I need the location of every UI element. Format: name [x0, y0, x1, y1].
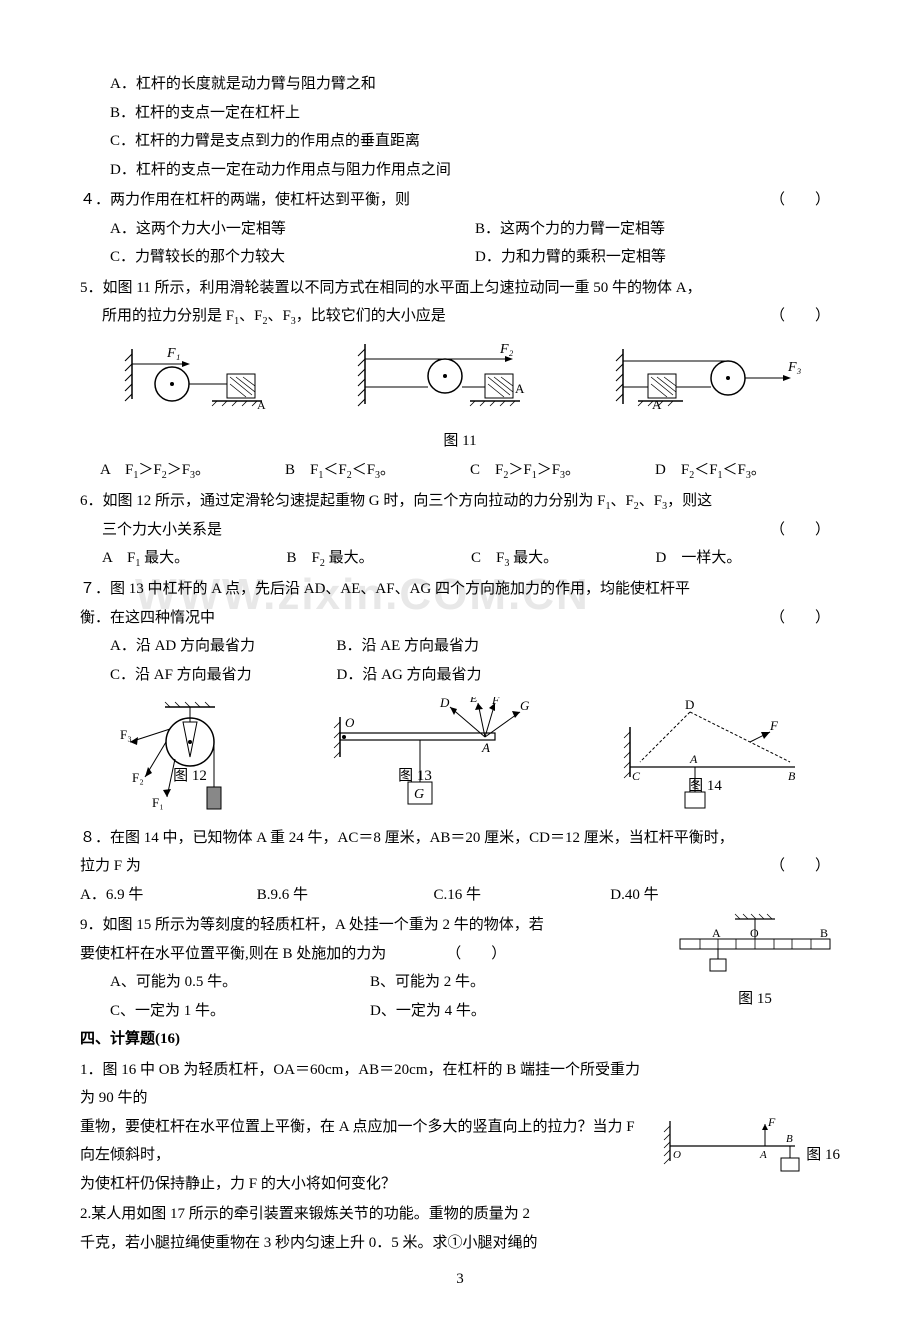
fig12-caption: 图 12 [165, 762, 215, 791]
fig15-caption: 图 15 [670, 985, 840, 1014]
q4-paren: （ ） [770, 186, 830, 215]
svg-text:F₁: F₁ [166, 346, 180, 361]
q6-opt-d: D 一样大。 [656, 544, 841, 573]
page-number: 3 [80, 1265, 840, 1294]
q4-opt-a: A．这两个力大小一定相等 [110, 215, 475, 244]
fig11-right: F₃ A [608, 339, 808, 419]
svg-text:A: A [689, 752, 698, 766]
svg-text:F: F [769, 718, 779, 733]
q5-opt-b: B F1＜F2＜F3。 [285, 456, 470, 485]
q6-opt-a: A F1 最大。 [102, 544, 287, 573]
calc2-line1: 2.某人用如图 17 所示的牵引装置来锻炼关节的功能。重物的质量为 2 [80, 1200, 840, 1229]
q8-opt-a: A．6.9 牛 [80, 881, 257, 910]
fig11-middle: F₂ A [345, 339, 545, 419]
svg-text:G: G [520, 698, 530, 713]
q4-opt-b: B．这两个力的力臂一定相等 [475, 215, 840, 244]
svg-text:D: D [685, 697, 694, 712]
q8-opt-b: B.9.6 牛 [257, 881, 434, 910]
svg-text:O: O [673, 1149, 681, 1161]
fig11-caption: 图 11 [80, 427, 840, 456]
svg-text:A: A [257, 398, 266, 412]
question-7: ７．图 13 中杠杆的 A 点，先后沿 AD、AE、AF、AG 四个方向施加力的… [80, 575, 840, 689]
q6-opt-c: C F3 最大。 [471, 544, 656, 573]
q7-line1: ７．图 13 中杠杆的 A 点，先后沿 AD、AE、AF、AG 四个方向施加力的… [80, 575, 840, 604]
q5-opt-c: C F2＞F1＞F3。 [470, 456, 655, 485]
q3-opt-c: C．杠杆的力臂是支点到力的作用点的垂直距离 [80, 127, 840, 156]
q5-line2-pre: 所用的拉力分别是 F [102, 308, 234, 324]
question-9: A O B 图 15 9．如图 15 所示为等刻度的轻质杠杆，A 处挂一个重为 … [80, 911, 840, 1025]
svg-text:B: B [788, 769, 796, 783]
q9-line2: 要使杠杆在水平位置平衡,则在 B 处施加的力为 [80, 946, 386, 962]
fig12-svg: F₃ F₂ F₁ [110, 697, 260, 817]
q5-line1: 5．如图 11 所示，利用滑轮装置以不同方式在相同的水平面上匀速拉动同一重 50… [80, 274, 840, 303]
q6-line2: 三个力大小关系是 [102, 522, 222, 538]
svg-text:D: D [439, 697, 450, 710]
fig13-caption: 图 13 [390, 762, 440, 791]
q7-opt-a: A．沿 AD 方向最省力 [110, 632, 337, 661]
svg-text:O: O [345, 715, 355, 730]
q5-paren: （ ） [770, 302, 830, 331]
calc-2: 2.某人用如图 17 所示的牵引装置来锻炼关节的功能。重物的质量为 2 千克，若… [80, 1200, 840, 1257]
q8-opt-d: D.40 牛 [610, 881, 840, 910]
q6-line1: 6．如图 12 所示，通过定滑轮匀速提起重物 G 时，向三个方向拉动的力分别为 … [80, 487, 840, 516]
svg-text:E: E [469, 697, 478, 705]
q3-opt-d: D．杠杆的支点一定在动力作用点与阻力作用点之间 [80, 156, 840, 185]
fig14-caption: 图 14 [680, 772, 730, 801]
svg-text:F₂: F₂ [132, 770, 144, 785]
svg-text:B: B [820, 926, 828, 940]
svg-text:F: F [491, 697, 500, 707]
svg-text:A: A [652, 397, 662, 412]
svg-text:A: A [712, 926, 721, 940]
figure-11-row: F₁ A [80, 339, 840, 419]
question-8: ８．在图 14 中，已知物体 A 重 24 牛，AC＝8 厘米，AB＝20 厘米… [80, 824, 840, 910]
q6-paren: （ ） [770, 516, 830, 545]
q7-opt-b: B．沿 AE 方向最省力 [337, 632, 840, 661]
q4-opt-d: D．力和力臂的乘积一定相等 [475, 243, 840, 272]
svg-text:F₃: F₃ [120, 727, 132, 742]
q8-paren: （ ） [770, 852, 830, 881]
q9-opt-b: B、可能为 2 牛。 [370, 968, 630, 997]
q4-opt-c: C．力臂较长的那个力较大 [110, 243, 475, 272]
svg-text:C: C [632, 769, 641, 783]
q3-opt-b: B．杠杆的支点一定在杠杆上 [80, 99, 840, 128]
svg-text:F₁: F₁ [152, 795, 164, 810]
fig15-svg: A O B [670, 911, 835, 981]
q9-paren: （ ） [446, 946, 506, 962]
q9-opt-d: D、一定为 4 牛。 [370, 997, 630, 1026]
calc1-line1: 1．图 16 中 OB 为轻质杠杆，OA＝60cm，AB＝20cm，在杠杆的 B… [80, 1056, 840, 1113]
svg-text:A: A [481, 740, 490, 755]
svg-text:F₂: F₂ [499, 342, 514, 357]
q7-opt-c: C．沿 AF 方向最省力 [110, 661, 337, 690]
q7-line2: 衡．在这四种惰况中 [80, 610, 215, 626]
svg-text:F₃: F₃ [787, 360, 802, 375]
q7-opt-d: D．沿 AG 方向最省力 [337, 661, 840, 690]
q5-opt-d: D F2＜F1＜F3。 [655, 456, 840, 485]
q8-line1: ８．在图 14 中，已知物体 A 重 24 牛，AC＝8 厘米，AB＝20 厘米… [80, 824, 840, 853]
q8-line2: 拉力 F 为 [80, 858, 141, 874]
fig16-caption: 图 16 [660, 1141, 840, 1170]
q6-opt-b: B F2 最大。 [287, 544, 472, 573]
question-4: ４．两力作用在杠杆的两端，使杠杆达到平衡，则 （ ） A．这两个力大小一定相等 B… [80, 186, 840, 272]
svg-text:F: F [767, 1116, 776, 1129]
q7-paren: （ ） [770, 604, 830, 633]
q9-opt-c: C、一定为 1 牛。 [110, 997, 370, 1026]
q4-text: ４．两力作用在杠杆的两端，使杠杆达到平衡，则 [80, 192, 410, 208]
fig11-left: F₁ A [112, 339, 282, 419]
fig13-svg: O A D E F G G [320, 697, 550, 817]
q3-opt-a: A．杠杆的长度就是动力臂与阻力臂之和 [80, 70, 840, 99]
calc-1: O A B F 图 16 1．图 16 中 OB 为轻质杠杆，OA＝60cm，A… [80, 1056, 840, 1199]
svg-text:B: B [786, 1133, 793, 1145]
q8-opt-c: C.16 牛 [434, 881, 611, 910]
svg-text:A: A [759, 1149, 767, 1161]
q9-opt-a: A、可能为 0.5 牛。 [110, 968, 370, 997]
section-4-title: 四、计算题(16) [80, 1025, 840, 1054]
question-5: 5．如图 11 所示，利用滑轮装置以不同方式在相同的水平面上匀速拉动同一重 50… [80, 274, 840, 485]
svg-text:A: A [515, 381, 525, 396]
q5-opt-a: A F1＞F2＞F3。 [100, 456, 285, 485]
svg-text:O: O [750, 926, 759, 940]
calc2-line2: 千克，若小腿拉绳使重物在 3 秒内匀速上升 0．5 米。求①小腿对绳的 [80, 1229, 840, 1258]
question-6: 6．如图 12 所示，通过定滑轮匀速提起重物 G 时，向三个方向拉动的力分别为 … [80, 487, 840, 574]
